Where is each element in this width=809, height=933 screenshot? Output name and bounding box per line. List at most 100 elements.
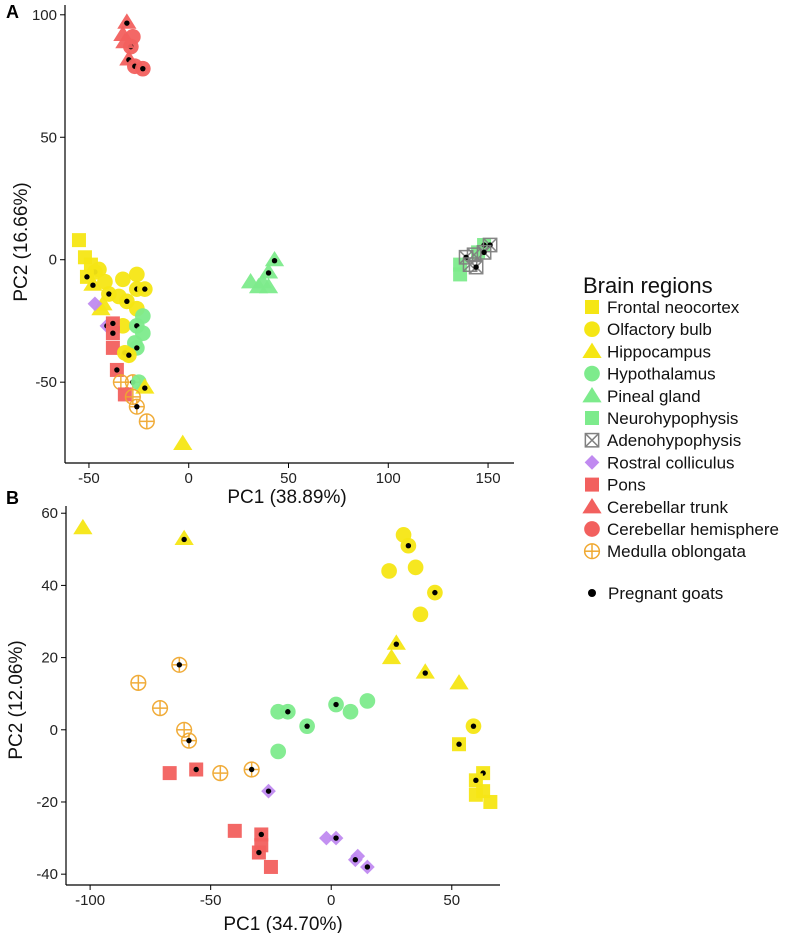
point-olfactory	[407, 559, 424, 576]
panel-b-x-tick-label: -100	[75, 892, 105, 909]
pregnant-marker	[142, 286, 148, 292]
legend-item-adenohypophysis: Adenohypophysis	[584, 431, 741, 450]
point-olfactory	[412, 606, 429, 623]
point-hippocampus	[381, 648, 402, 665]
pregnant-marker	[364, 864, 371, 870]
point-hippocampus	[449, 674, 469, 690]
pregnant-marker	[110, 330, 116, 336]
pregnant-marker	[470, 723, 477, 729]
pregnant-marker	[124, 20, 130, 26]
legend-title: Brain regions	[583, 273, 713, 298]
pregnant-marker	[134, 403, 140, 410]
hippocampus-triangle-icon	[582, 342, 602, 358]
pregnant-marker	[333, 701, 339, 708]
legend-item-pineal: Pineal gland	[582, 387, 701, 406]
point-pineal	[258, 277, 279, 294]
pregnant-marker	[352, 857, 359, 863]
legend: Brain regions Frontal neocortex Olfactory…	[582, 273, 779, 603]
panel-b-axes: -100 -50 0 50 -40 -20 0 20 40 60	[36, 505, 500, 909]
legend-label-neurohypophysis: Neurohypophysis	[607, 409, 738, 428]
legend-items: Frontal neocortex Olfactory bulb Hippocamp…	[582, 298, 779, 561]
pregnant-marker	[432, 589, 438, 596]
legend-label-pineal: Pineal gland	[607, 387, 701, 406]
panel-a-x-tick-label: 0	[185, 470, 193, 487]
legend-label-adenohypophysis: Adenohypophysis	[607, 431, 741, 450]
pons-square-icon	[585, 477, 599, 492]
pregnant-marker	[256, 849, 262, 856]
panel-b-y-tick-label: -20	[36, 794, 58, 811]
pregnant-marker	[481, 249, 487, 256]
pregnant-marker	[140, 65, 146, 72]
pregnant-marker	[106, 291, 112, 297]
pregnant-marker	[422, 670, 428, 676]
legend-label-olfactory: Olfactory bulb	[607, 320, 712, 339]
pregnant-marker	[176, 662, 183, 668]
panel-a-y-tick-label: 0	[49, 252, 57, 269]
panel-a-x-tick-label: -50	[78, 470, 100, 487]
pregnant-marker	[110, 320, 116, 327]
legend-item-neurohypophysis: Neurohypophysis	[585, 409, 738, 428]
pregnant-marker	[285, 709, 291, 715]
panel-b-points	[73, 518, 498, 875]
neurohypophysis-square-icon	[585, 411, 599, 425]
point-olfactory	[97, 273, 113, 290]
legend-item-cerebellar_hemisphere: Cerebellar hemisphere	[584, 520, 779, 539]
legend-label-rostral: Rostral colliculus	[607, 453, 735, 472]
pregnant-marker	[248, 766, 255, 773]
point-hypothalamus	[270, 743, 287, 760]
adenohypophysis-boxx-icon	[584, 432, 600, 448]
panel-a-x-tick-label: 50	[280, 470, 297, 487]
point-frontal	[483, 794, 498, 809]
legend-item-cerebellar_trunk: Cerebellar trunk	[582, 498, 728, 517]
pregnant-marker	[265, 788, 272, 794]
pregnant-marker	[271, 258, 278, 264]
legend-label-frontal: Frontal neocortex	[607, 298, 740, 317]
panel-b-x-tick-label: 50	[443, 892, 460, 909]
point-rostral	[319, 830, 334, 846]
pregnant-marker	[473, 264, 479, 270]
point-hypothalamus	[342, 703, 359, 720]
panel-a-x-tick-label: 100	[376, 470, 401, 487]
point-hippocampus	[73, 518, 93, 535]
legend-item-rostral: Rostral colliculus	[584, 453, 735, 472]
panel-b-y-tick-label: 60	[41, 505, 58, 522]
point-olfactory	[115, 271, 131, 288]
point-pons	[263, 859, 278, 874]
panel-b-xlabel: PC1 (34.70%)	[223, 914, 342, 933]
pregnant-marker	[124, 298, 130, 305]
panel-b-y-tick-label: 0	[50, 722, 58, 739]
pregnant-marker	[456, 741, 462, 747]
cerebellar_trunk-triangle-icon	[582, 498, 602, 514]
pregnant-marker	[473, 777, 479, 784]
point-rostral	[87, 296, 103, 312]
panel-a-x-tick-label: 150	[476, 470, 501, 487]
pregnant-marker	[142, 385, 148, 391]
legend-label-medulla: Medulla oblongata	[607, 542, 746, 561]
olfactory-circle-icon	[584, 321, 600, 338]
legend-label-cerebellar_trunk: Cerebellar trunk	[607, 498, 728, 517]
point-medulla	[212, 765, 229, 782]
panel-b-y-tick-label: -40	[36, 866, 58, 883]
pregnant-marker	[393, 641, 400, 647]
panel-a-points	[71, 13, 498, 450]
panel-a-axes: -50 0 50 100 150 -50 0 50 100	[32, 5, 514, 487]
point-hippocampus	[173, 434, 193, 450]
pregnant-marker	[126, 352, 132, 358]
panel-a-y-tick-label: -50	[35, 374, 57, 391]
point-medulla	[138, 413, 155, 430]
legend-item-hypothalamus: Hypothalamus	[584, 365, 716, 384]
point-pons	[227, 823, 242, 838]
panel-b-label: B	[6, 488, 19, 508]
panel-b: B -100 -50 0 50 -40 -20 0 20 40 60 PC1 (34.70%) P…	[6, 488, 500, 933]
legend-item-medulla: Medulla oblongata	[583, 542, 746, 561]
panel-b-y-tick-label: 40	[41, 577, 58, 594]
legend-label-hypothalamus: Hypothalamus	[607, 365, 716, 384]
pregnant-marker	[333, 835, 339, 841]
legend-label-pons: Pons	[607, 476, 646, 495]
legend-label-hippocampus: Hippocampus	[607, 342, 711, 361]
panel-b-x-tick-label: -50	[200, 892, 222, 909]
point-pons	[105, 340, 120, 355]
point-hypothalamus	[359, 693, 376, 709]
point-olfactory	[91, 261, 107, 278]
